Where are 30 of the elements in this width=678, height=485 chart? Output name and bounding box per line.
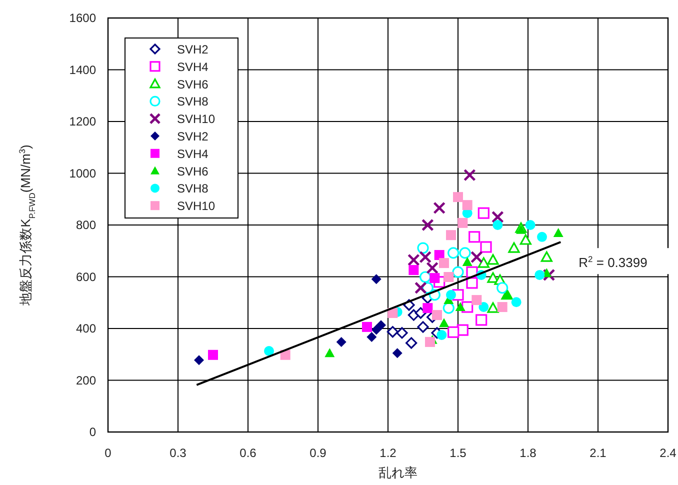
x-tick-label: 1.8 (520, 446, 537, 460)
legend-label: SVH6 (177, 164, 209, 178)
x-tick-label: 0.6 (240, 446, 257, 460)
y-tick-label: 1200 (69, 114, 96, 128)
x-tick-label: 2.1 (590, 446, 607, 460)
legend-label: SVH8 (177, 182, 209, 196)
x-tick-label: 0.3 (170, 446, 187, 460)
legend-label: SVH10 (177, 112, 216, 126)
y-tick-label: 800 (76, 218, 96, 232)
x-tick-label: 2.4 (660, 446, 677, 460)
x-tick-label: 0 (104, 446, 112, 460)
y-tick-label: 400 (76, 322, 96, 336)
annotation: R$^{2}$ = 0.3399 (578, 254, 648, 270)
legend-label: SVH10 (177, 199, 216, 214)
x-tick-label: 1.2 (380, 446, 397, 460)
legend-label: SVH8 (177, 94, 209, 109)
legend-label: SVH2 (177, 130, 209, 144)
x-tick-label: 0.9 (310, 446, 327, 460)
x-axis-title: 乱れ率 (378, 465, 418, 480)
x-tick-label: 1.5 (450, 446, 467, 460)
y-tick-label: 0 (89, 425, 96, 439)
legend-label: SVH4 (177, 146, 209, 161)
y-tick-label: 600 (76, 270, 96, 284)
y-tick-label: 1000 (69, 166, 96, 180)
y-tick-label: 1400 (69, 62, 96, 77)
y-tick-label: 1600 (69, 11, 96, 25)
legend-label: SVH2 (177, 42, 209, 56)
legend-label: SVH6 (177, 77, 209, 92)
legend-label: SVH4 (177, 60, 209, 74)
y-tick-label: 200 (76, 373, 96, 388)
